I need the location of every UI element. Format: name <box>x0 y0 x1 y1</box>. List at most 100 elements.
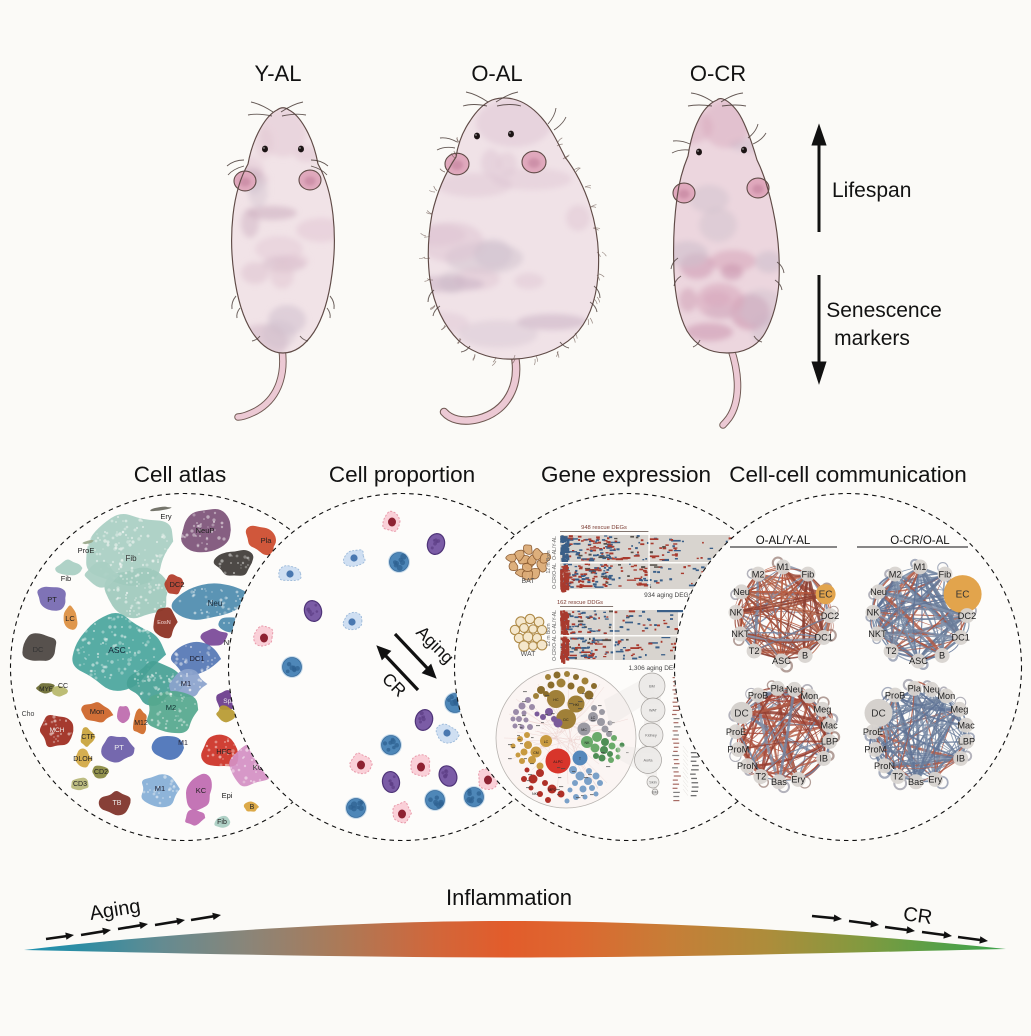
svg-text:TB: TB <box>113 800 122 807</box>
svg-text:ProN: ProN <box>737 761 758 771</box>
svg-text:DC1: DC1 <box>952 633 970 643</box>
svg-text:162 rescue DDGs: 162 rescue DDGs <box>557 600 603 606</box>
svg-text:BM: BM <box>649 685 655 689</box>
svg-text:DC: DC <box>871 708 885 719</box>
svg-text:O-AL: O-AL <box>471 61 522 86</box>
svg-text:NK: NK <box>585 741 591 745</box>
svg-text:markers: markers <box>834 327 910 350</box>
svg-text:Cell atlas: Cell atlas <box>134 462 227 487</box>
svg-text:934 aging DEGs: 934 aging DEGs <box>644 592 692 599</box>
svg-text:NK: NK <box>730 608 744 618</box>
svg-text:Mon: Mon <box>937 691 955 701</box>
svg-text:MYF: MYF <box>39 686 53 693</box>
svg-text:B: B <box>939 651 945 661</box>
svg-text:Lifespan: Lifespan <box>832 179 911 202</box>
svg-text:Y-AL: Y-AL <box>255 61 302 86</box>
svg-text:DLOH: DLOH <box>73 756 92 763</box>
svg-text:M12: M12 <box>134 720 148 727</box>
svg-text:DC: DC <box>33 645 44 654</box>
svg-text:Bas: Bas <box>771 777 787 787</box>
svg-text:Neu: Neu <box>733 587 750 597</box>
svg-text:Fib: Fib <box>802 569 815 579</box>
svg-text:WAT: WAT <box>521 651 536 658</box>
svg-text:CC: CC <box>58 683 68 690</box>
svg-text:LBP: LBP <box>958 737 975 747</box>
svg-text:Inflammation: Inflammation <box>446 885 572 910</box>
svg-text:DC: DC <box>734 708 748 719</box>
svg-text:DC2: DC2 <box>821 611 839 621</box>
svg-text:MC: MC <box>581 728 587 732</box>
svg-text:ProB: ProB <box>748 690 768 700</box>
svg-text:Cell-cell communication: Cell-cell communication <box>729 462 967 487</box>
svg-text:ASC: ASC <box>108 645 125 655</box>
svg-text:LBP: LBP <box>821 737 838 747</box>
svg-text:CD2: CD2 <box>94 769 108 776</box>
svg-text:M1: M1 <box>178 740 188 747</box>
svg-text:T: T <box>579 757 582 761</box>
svg-text:WAT: WAT <box>649 709 658 713</box>
svg-text:NeuP: NeuP <box>196 526 215 535</box>
svg-text:KC: KC <box>253 763 264 772</box>
svg-text:Bas: Bas <box>908 777 924 787</box>
svg-text:T2: T2 <box>756 772 767 782</box>
svg-text:Neu: Neu <box>208 599 223 608</box>
svg-text:ProB: ProB <box>885 690 905 700</box>
svg-text:Meg: Meg <box>950 705 968 715</box>
svg-text:ProN: ProN <box>874 761 895 771</box>
svg-text:HC: HC <box>553 698 559 702</box>
svg-text:M2: M2 <box>166 703 176 712</box>
svg-text:ASC: ASC <box>772 656 791 666</box>
svg-text:KC: KC <box>196 786 207 795</box>
svg-text:LC: LC <box>544 740 549 744</box>
svg-text:Cell proportion: Cell proportion <box>329 462 475 487</box>
svg-text:EC: EC <box>956 590 970 601</box>
svg-text:Fib: Fib <box>939 569 952 579</box>
svg-text:1,306 aging DEGs: 1,306 aging DEGs <box>628 665 682 672</box>
svg-text:ASC: ASC <box>909 656 928 666</box>
svg-text:HKI: HKI <box>573 703 579 707</box>
svg-text:ALPC: ALPC <box>553 760 563 764</box>
svg-text:PT: PT <box>114 743 124 752</box>
svg-text:PT: PT <box>47 595 57 604</box>
svg-text:DC2: DC2 <box>169 580 184 589</box>
svg-text:CD3: CD3 <box>73 781 87 788</box>
svg-text:Ery: Ery <box>791 775 805 785</box>
svg-text:O-CR/O-AL: O-CR/O-AL <box>552 635 558 661</box>
svg-text:NKI: NKI <box>532 792 538 796</box>
svg-text:M1: M1 <box>181 679 191 688</box>
svg-text:Senescence: Senescence <box>826 299 942 322</box>
svg-text:ProM: ProM <box>864 745 886 755</box>
svg-text:M1: M1 <box>914 562 927 572</box>
svg-text:BAT: BAT <box>521 578 535 585</box>
svg-text:Aorta: Aorta <box>643 759 653 763</box>
svg-text:ProE: ProE <box>78 546 95 555</box>
svg-text:Fib: Fib <box>125 554 137 563</box>
svg-text:Kidney: Kidney <box>645 734 657 738</box>
svg-text:DC1: DC1 <box>815 633 833 643</box>
svg-text:Mac: Mac <box>957 720 975 730</box>
svg-text:Mon: Mon <box>800 691 818 701</box>
svg-text:B: B <box>802 651 808 661</box>
svg-text:MCH: MCH <box>50 727 65 734</box>
svg-text:M1: M1 <box>155 784 165 793</box>
svg-text:Neu: Neu <box>786 685 803 695</box>
svg-text:ProE: ProE <box>863 727 883 737</box>
svg-text:M2: M2 <box>889 569 902 579</box>
svg-text:Neu: Neu <box>870 587 887 597</box>
svg-text:LC: LC <box>65 614 75 623</box>
svg-text:NK: NK <box>224 638 234 647</box>
svg-text:NKT: NKT <box>868 629 887 639</box>
svg-text:CM: CM <box>533 751 539 755</box>
svg-text:EosN: EosN <box>157 620 170 626</box>
svg-text:948 rescue DEGs: 948 rescue DEGs <box>581 525 627 531</box>
svg-text:M1: M1 <box>777 562 790 572</box>
svg-text:CR: CR <box>902 903 934 929</box>
svg-text:IB: IB <box>956 754 965 764</box>
svg-text:T2: T2 <box>893 772 904 782</box>
svg-text:Fib: Fib <box>217 819 227 826</box>
svg-text:Fib: Fib <box>61 574 71 583</box>
svg-text:O-AL/Y-AL: O-AL/Y-AL <box>552 536 558 560</box>
svg-text:Pla: Pla <box>771 684 785 694</box>
svg-text:Neu: Neu <box>923 685 940 695</box>
svg-text:NKT: NKT <box>731 629 750 639</box>
